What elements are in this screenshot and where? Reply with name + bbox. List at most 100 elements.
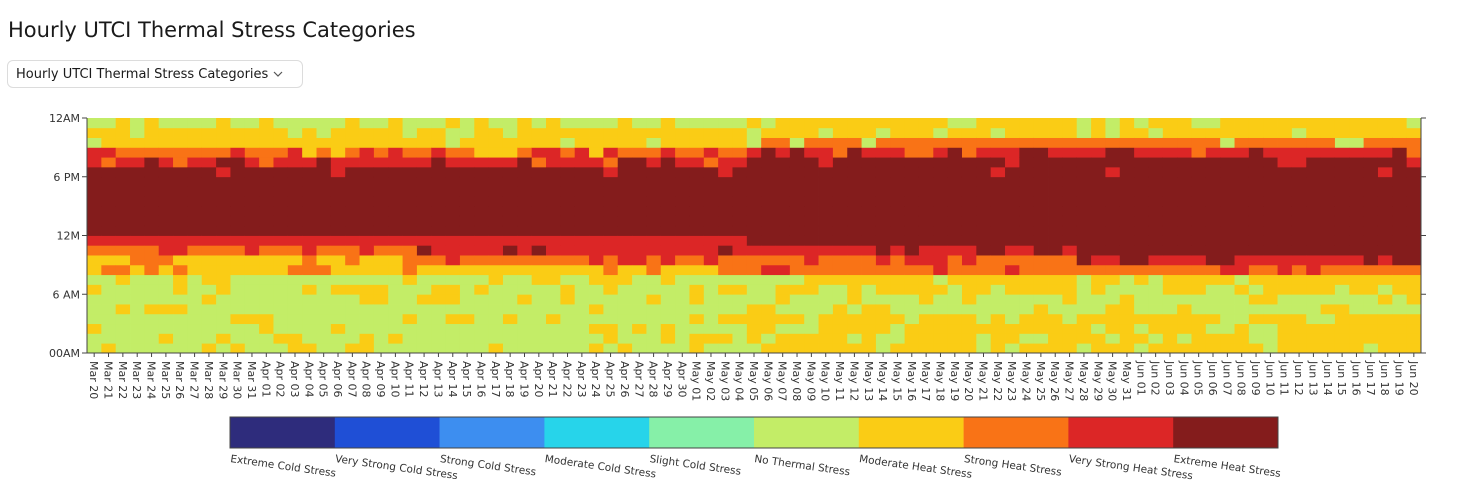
heatmap-cell xyxy=(1005,323,1020,334)
heatmap-cell xyxy=(617,323,633,334)
chart-type-dropdown[interactable]: Hourly UTCI Thermal Stress Categories xyxy=(7,60,303,88)
heatmap-cell xyxy=(1234,333,1250,344)
heatmap-cell xyxy=(861,294,877,305)
heatmap-cell xyxy=(689,333,705,344)
heatmap-cell xyxy=(1277,137,1293,148)
heatmap-cell xyxy=(345,343,360,354)
heatmap-cell xyxy=(1334,127,1350,138)
heatmap-cell xyxy=(273,284,289,295)
heatmap-cell xyxy=(216,343,231,354)
heatmap-cell xyxy=(847,245,862,256)
heatmap-cell xyxy=(1033,294,1049,305)
heatmap-cell xyxy=(1177,118,1192,129)
heatmap-cell xyxy=(976,196,992,207)
heatmap-cell xyxy=(703,225,719,236)
x-tick-label: May 09 xyxy=(804,361,817,401)
heatmap-cell xyxy=(976,333,992,344)
heatmap-cell xyxy=(990,118,1006,129)
heatmap-cell xyxy=(675,304,690,315)
heatmap-cell xyxy=(804,137,819,148)
heatmap-cell xyxy=(1033,176,1049,187)
heatmap-cell xyxy=(517,294,533,305)
heatmap-cell xyxy=(1306,215,1321,227)
heatmap-cell xyxy=(990,166,1006,178)
heatmap-cell xyxy=(546,157,561,168)
heatmap-cell xyxy=(761,176,776,187)
heatmap-cell xyxy=(244,157,260,168)
heatmap-cell xyxy=(502,147,518,158)
heatmap-cell xyxy=(574,235,590,246)
heatmap-cell xyxy=(502,137,518,148)
heatmap-cell xyxy=(1363,137,1379,148)
colorbar-label: No Thermal Stress xyxy=(754,453,851,478)
heatmap-cell xyxy=(1392,176,1408,187)
heatmap-cell xyxy=(1320,137,1336,148)
heatmap-cell xyxy=(1119,157,1135,168)
heatmap-cell xyxy=(187,186,203,197)
heatmap-cell xyxy=(1234,118,1250,129)
heatmap-cell xyxy=(1134,274,1149,285)
heatmap-cell xyxy=(818,137,834,148)
heatmap-cell xyxy=(660,323,676,334)
heatmap-cell xyxy=(1334,284,1350,295)
heatmap-cell xyxy=(416,166,432,178)
heatmap-cell xyxy=(1119,343,1135,354)
heatmap-cell xyxy=(546,147,561,158)
heatmap-cell xyxy=(474,196,490,207)
heatmap-cell xyxy=(1076,176,1092,187)
heatmap-cell xyxy=(703,304,719,315)
heatmap-cell xyxy=(847,333,862,344)
heatmap-cell xyxy=(330,127,346,138)
heatmap-cell xyxy=(1019,255,1035,266)
heatmap-cell xyxy=(302,215,317,227)
heatmap-cell xyxy=(689,274,705,285)
heatmap-cell xyxy=(1291,284,1307,295)
x-tick-label: May 13 xyxy=(862,361,875,401)
heatmap-cell xyxy=(144,313,160,325)
heatmap-cell xyxy=(1105,274,1121,285)
heatmap-cell xyxy=(359,118,375,129)
heatmap-cell xyxy=(1076,235,1092,246)
heatmap-cell xyxy=(1349,343,1365,354)
heatmap-cell xyxy=(875,304,891,315)
heatmap-cell xyxy=(832,245,848,256)
heatmap-cell xyxy=(302,313,317,325)
heatmap-cell xyxy=(976,304,992,315)
heatmap-cell xyxy=(445,255,461,266)
heatmap-cell xyxy=(1162,137,1178,148)
heatmap-cell xyxy=(1220,343,1235,354)
heatmap-cell xyxy=(402,245,418,256)
heatmap-cell xyxy=(1148,176,1164,187)
heatmap-cell xyxy=(546,245,561,256)
heatmap-cell xyxy=(1119,304,1135,315)
heatmap-cell xyxy=(1234,235,1250,246)
heatmap-cell xyxy=(1177,245,1192,256)
heatmap-cell xyxy=(316,245,332,256)
heatmap-cell xyxy=(345,323,360,334)
heatmap-cell xyxy=(1277,186,1293,197)
heatmap-cell xyxy=(961,206,977,217)
heatmap-cell xyxy=(1091,255,1106,266)
heatmap-cell xyxy=(818,157,834,168)
heatmap-cell xyxy=(1105,147,1121,158)
heatmap-cell xyxy=(617,186,633,197)
heatmap-cell xyxy=(1277,235,1293,246)
heatmap-cell xyxy=(130,245,145,256)
heatmap-cell xyxy=(1277,284,1293,295)
heatmap-cell xyxy=(789,196,805,207)
heatmap-cell xyxy=(746,166,762,178)
x-tick-label: Jun 03 xyxy=(1163,360,1176,396)
heatmap-cell xyxy=(216,245,231,256)
x-tick-label: May 17 xyxy=(919,361,932,401)
heatmap-cell xyxy=(847,264,862,276)
heatmap-cell xyxy=(1277,166,1293,178)
heatmap-cell xyxy=(789,255,805,266)
heatmap-cell xyxy=(1134,225,1149,236)
heatmap-cell xyxy=(115,255,131,266)
heatmap-cell xyxy=(1234,313,1250,325)
heatmap-cell xyxy=(732,118,748,129)
heatmap-cell xyxy=(1177,264,1192,276)
heatmap-cell xyxy=(603,235,619,246)
heatmap-cell xyxy=(130,225,145,236)
heatmap-cell xyxy=(990,264,1006,276)
